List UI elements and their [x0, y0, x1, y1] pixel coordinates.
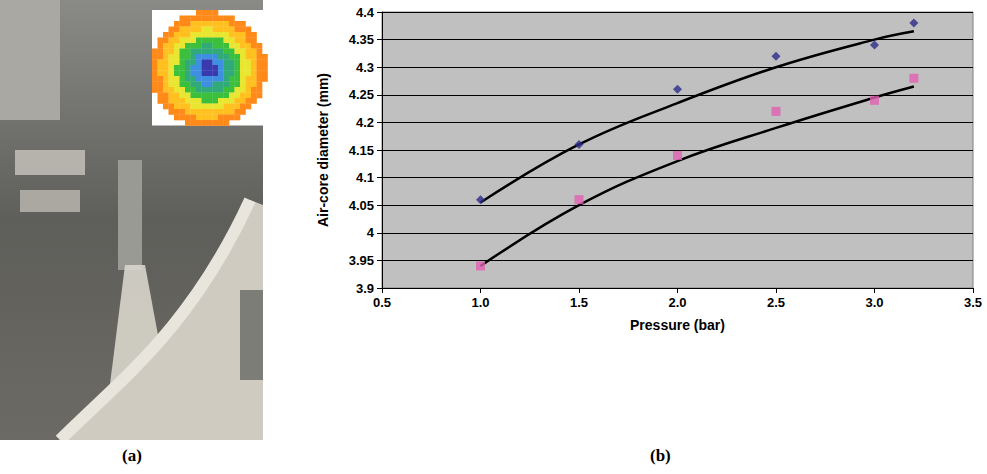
svg-text:Pressure (bar): Pressure (bar)	[630, 317, 725, 333]
svg-text:4.05: 4.05	[349, 198, 374, 213]
svg-text:4.3: 4.3	[356, 60, 374, 75]
svg-text:3.0: 3.0	[865, 295, 883, 310]
svg-text:4.4: 4.4	[356, 5, 375, 20]
svg-text:1.5: 1.5	[570, 295, 588, 310]
svg-text:4.1: 4.1	[356, 170, 374, 185]
svg-text:0.5: 0.5	[373, 295, 391, 310]
html-text:(b): (b)	[650, 446, 671, 465]
svg-text:4: 4	[367, 225, 375, 240]
svg-text:3.9: 3.9	[356, 281, 374, 296]
svg-text:4.35: 4.35	[349, 32, 374, 47]
svg-text:4.15: 4.15	[349, 143, 374, 158]
svg-text:2.5: 2.5	[767, 295, 785, 310]
html-text:(a): (a)	[122, 446, 142, 465]
svg-text:4.25: 4.25	[349, 87, 374, 102]
svg-text:4.2: 4.2	[356, 115, 374, 130]
svg-text:Air-core diameter (mm): Air-core diameter (mm)	[315, 73, 331, 227]
svg-text:1.0: 1.0	[471, 295, 489, 310]
svg-text:3.95: 3.95	[349, 253, 374, 268]
svg-text:2.0: 2.0	[668, 295, 686, 310]
svg-text:3.5: 3.5	[964, 295, 982, 310]
